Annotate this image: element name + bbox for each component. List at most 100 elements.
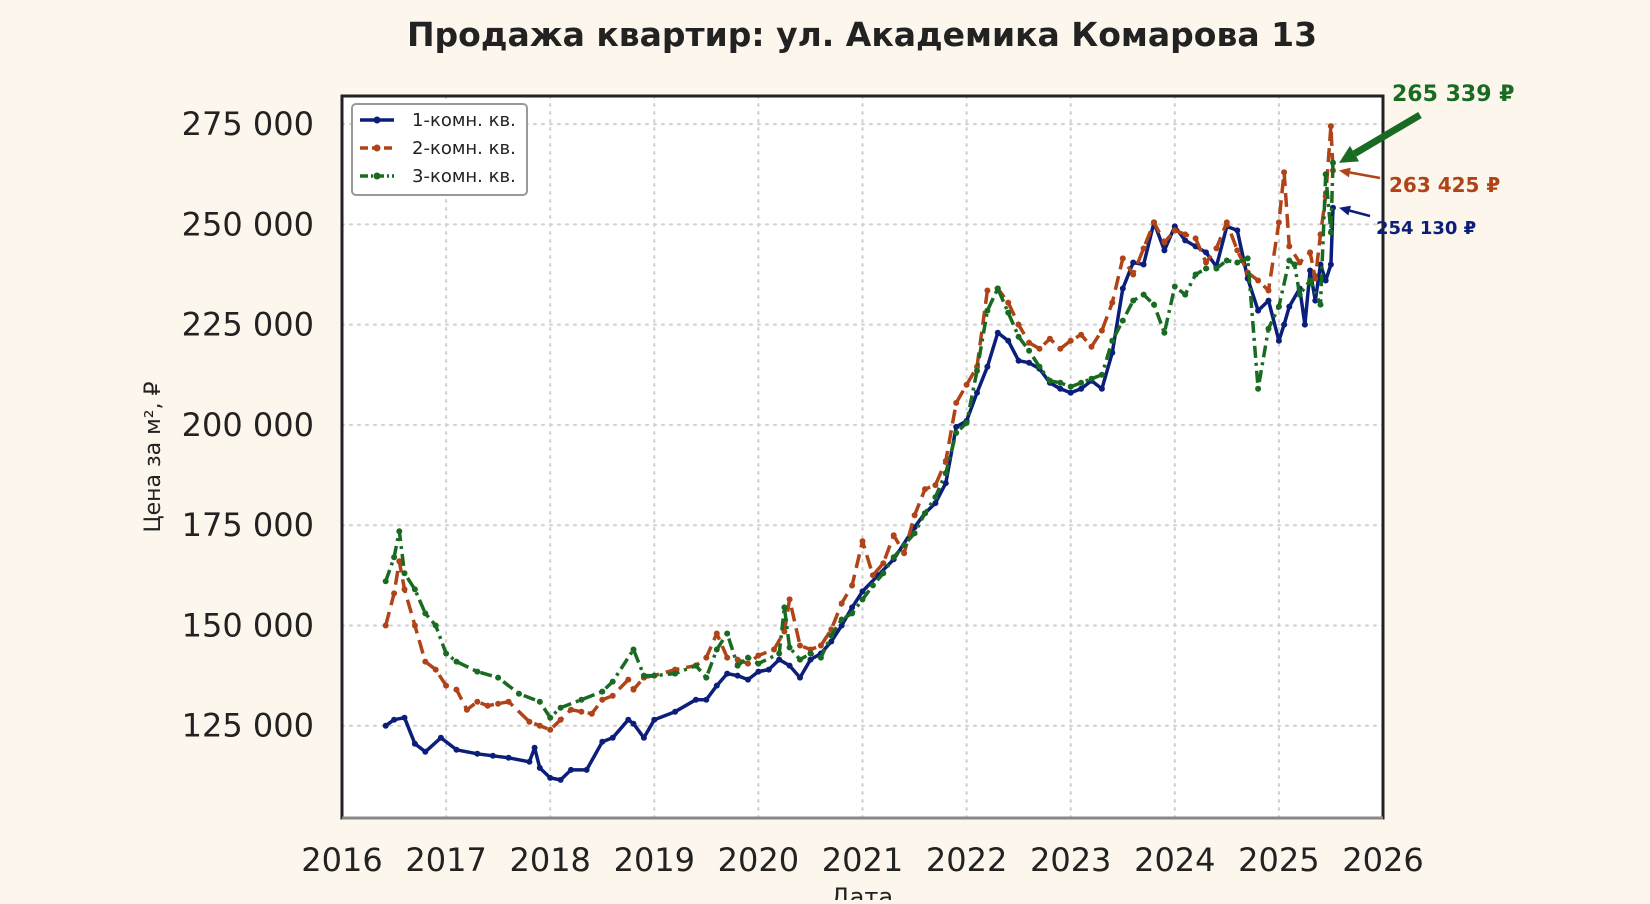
data-point	[422, 748, 429, 755]
data-point	[401, 570, 408, 577]
data-point	[734, 672, 741, 679]
annotation-arrow-shaft	[1352, 111, 1422, 157]
data-point	[1026, 339, 1033, 346]
data-point	[411, 622, 418, 629]
data-point	[963, 381, 970, 388]
legend: 1-комн. кв. 2-комн. кв. 3-комн. кв.	[351, 103, 528, 196]
data-point	[474, 698, 481, 705]
data-point	[1296, 291, 1303, 298]
data-point	[1119, 285, 1126, 292]
data-point	[1140, 261, 1147, 268]
data-point	[1151, 301, 1157, 308]
data-point	[932, 494, 939, 501]
data-point	[531, 744, 538, 751]
data-point	[901, 542, 908, 549]
data-point	[1057, 379, 1064, 386]
data-point	[1203, 259, 1209, 266]
data-point	[713, 630, 720, 637]
data-point	[828, 638, 835, 645]
data-point	[776, 656, 783, 663]
data-point	[838, 600, 845, 607]
data-point	[396, 528, 403, 535]
data-point	[453, 746, 460, 753]
data-point	[1234, 247, 1241, 254]
annotation-label: 263 425 ₽	[1389, 173, 1500, 197]
data-point	[1317, 261, 1324, 268]
data-point	[432, 666, 439, 673]
data-point	[869, 572, 876, 579]
data-point	[630, 686, 637, 693]
data-point	[1026, 347, 1033, 354]
data-point	[630, 646, 637, 653]
data-point	[1140, 291, 1147, 298]
legend-label: 3-комн. кв.	[412, 166, 516, 187]
data-point	[536, 764, 543, 771]
data-point	[932, 500, 939, 507]
data-point	[599, 696, 606, 703]
data-point	[1119, 317, 1126, 324]
x-tick-label: 2024	[1134, 841, 1215, 879]
data-point	[724, 654, 731, 661]
data-point	[786, 644, 793, 651]
data-point	[1327, 123, 1334, 130]
data-point	[578, 708, 585, 715]
data-point	[443, 682, 450, 689]
data-point	[1182, 291, 1189, 298]
data-point	[963, 419, 970, 426]
data-point	[859, 596, 866, 603]
data-point	[734, 656, 741, 663]
data-point	[1171, 283, 1178, 290]
data-point	[640, 672, 647, 679]
y-tick-label: 250 000	[182, 205, 314, 243]
data-point	[781, 604, 788, 611]
data-point	[1307, 267, 1314, 274]
data-point	[859, 588, 866, 595]
data-point	[422, 658, 429, 665]
data-point	[1255, 307, 1262, 314]
data-point	[474, 750, 481, 757]
data-point	[391, 716, 398, 723]
data-point	[1005, 337, 1012, 344]
data-point	[745, 660, 751, 667]
data-point	[1067, 337, 1074, 344]
data-point	[583, 766, 590, 773]
data-point	[1057, 345, 1064, 352]
data-point	[817, 654, 824, 661]
legend-marker	[373, 172, 381, 180]
data-point	[724, 630, 731, 637]
data-point	[588, 710, 595, 717]
annotations-group: 265 339 ₽ 263 425 ₽ 254 130 ₽	[1339, 82, 1514, 239]
data-point	[1119, 255, 1126, 262]
data-point	[568, 766, 574, 773]
data-point	[1088, 375, 1095, 382]
data-point	[994, 285, 1001, 292]
data-point	[391, 554, 398, 561]
data-point	[1192, 235, 1199, 242]
data-point	[453, 658, 460, 665]
data-point	[547, 726, 554, 733]
data-point	[453, 686, 460, 693]
data-point	[1046, 335, 1053, 342]
data-point	[817, 642, 824, 649]
data-point	[422, 610, 429, 617]
data-point	[651, 716, 658, 723]
data-point	[771, 646, 777, 653]
data-point	[942, 480, 949, 487]
data-point	[382, 578, 389, 585]
data-point	[474, 668, 481, 675]
data-point	[1327, 229, 1334, 236]
data-point	[578, 696, 585, 703]
data-point	[1203, 265, 1209, 272]
y-tick-label: 175 000	[182, 506, 314, 544]
data-point	[734, 662, 741, 669]
data-point	[1223, 257, 1230, 264]
data-point	[609, 734, 616, 741]
data-point	[901, 550, 908, 557]
annotation-arrow-shaft	[1349, 171, 1381, 180]
data-point	[1098, 385, 1105, 392]
data-point	[609, 692, 616, 699]
data-point	[1301, 321, 1308, 328]
y-tick-label: 150 000	[182, 606, 314, 644]
data-point	[1171, 227, 1178, 234]
